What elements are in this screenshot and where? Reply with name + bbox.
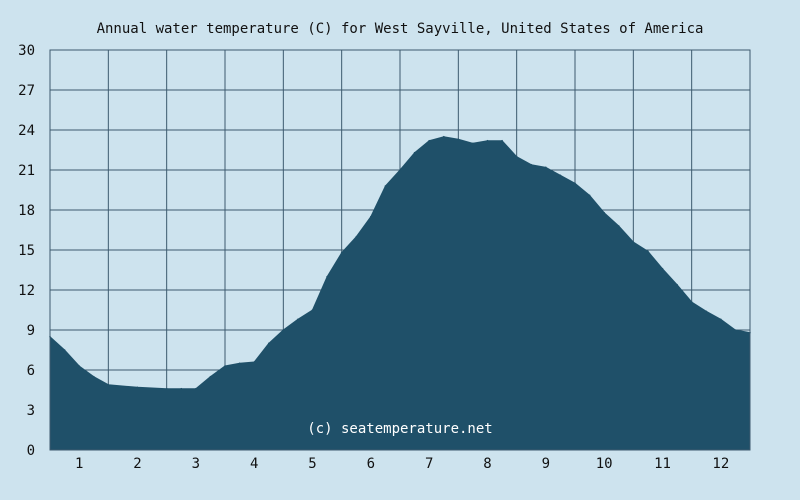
y-tick-label: 0 xyxy=(27,443,35,459)
temperature-area xyxy=(49,136,751,451)
data-point xyxy=(588,194,591,197)
x-tick-label: 3 xyxy=(192,456,200,472)
data-point xyxy=(720,318,722,321)
data-point xyxy=(370,215,372,218)
x-tick-label: 6 xyxy=(367,456,375,472)
data-point xyxy=(268,342,270,345)
data-point xyxy=(676,283,678,286)
chart-title: Annual water temperature (C) for West Sa… xyxy=(97,21,704,37)
data-point xyxy=(224,365,226,367)
data-point xyxy=(559,174,562,177)
plot-border xyxy=(49,49,751,451)
data-point xyxy=(661,267,664,270)
data-point xyxy=(545,166,547,169)
data-point xyxy=(501,139,503,142)
y-tick-label: 3 xyxy=(27,403,35,419)
data-point xyxy=(93,375,95,378)
data-point xyxy=(253,361,255,363)
data-point xyxy=(238,362,241,365)
y-tick-label: 15 xyxy=(18,243,35,259)
x-tick-label: 5 xyxy=(308,456,316,472)
x-tick-label: 2 xyxy=(133,456,141,472)
area-series xyxy=(49,135,751,451)
y-axis-tick-labels: 0 3 6 9 12 15 18 21 24 27 30 xyxy=(18,43,35,459)
y-tick-label: 27 xyxy=(18,83,35,99)
y-tick-label: 6 xyxy=(27,363,35,379)
data-point xyxy=(399,169,401,171)
data-point xyxy=(632,241,635,243)
y-tick-label: 21 xyxy=(18,163,35,179)
data-point xyxy=(457,138,460,141)
data-point xyxy=(209,375,212,378)
x-tick-label: 10 xyxy=(596,456,613,472)
data-point xyxy=(195,387,197,390)
data-point xyxy=(647,250,649,253)
data-point xyxy=(78,365,80,367)
data-point xyxy=(428,139,431,142)
watermark-text: (c) seatemperature.net xyxy=(307,421,492,437)
y-tick-label: 30 xyxy=(18,43,35,59)
data-point xyxy=(515,155,518,158)
data-point xyxy=(326,275,328,278)
data-point xyxy=(603,211,605,214)
y-tick-label: 12 xyxy=(18,283,35,299)
data-point xyxy=(311,309,314,311)
data-point xyxy=(180,387,183,390)
data-point xyxy=(107,383,110,386)
x-tick-label: 1 xyxy=(75,456,83,472)
data-point xyxy=(297,318,299,321)
data-point xyxy=(136,386,139,389)
y-tick-label: 9 xyxy=(27,323,35,339)
x-tick-label: 4 xyxy=(250,456,258,472)
data-point xyxy=(384,185,387,187)
data-point xyxy=(690,301,693,303)
data-point xyxy=(282,329,285,331)
data-point xyxy=(472,142,474,145)
data-point xyxy=(63,349,66,351)
data-point xyxy=(705,310,708,313)
x-tick-label: 8 xyxy=(483,456,491,472)
data-point xyxy=(413,151,416,154)
x-tick-label: 9 xyxy=(542,456,550,472)
plot-frame xyxy=(49,49,751,451)
y-tick-label: 18 xyxy=(18,203,35,219)
x-axis-tick-labels: 1 2 3 4 5 6 7 8 9 10 11 12 xyxy=(75,456,729,472)
x-tick-label: 11 xyxy=(654,456,671,472)
data-point xyxy=(355,235,358,238)
data-point xyxy=(340,251,343,254)
x-tick-label: 12 xyxy=(712,456,729,472)
data-point xyxy=(165,387,168,390)
y-tick-label: 24 xyxy=(18,123,35,139)
data-point xyxy=(530,163,533,166)
data-point xyxy=(486,139,489,142)
data-point xyxy=(574,182,576,185)
data-point xyxy=(734,329,737,331)
x-tick-label: 7 xyxy=(425,456,433,472)
data-point xyxy=(443,135,445,138)
data-point xyxy=(618,225,620,227)
